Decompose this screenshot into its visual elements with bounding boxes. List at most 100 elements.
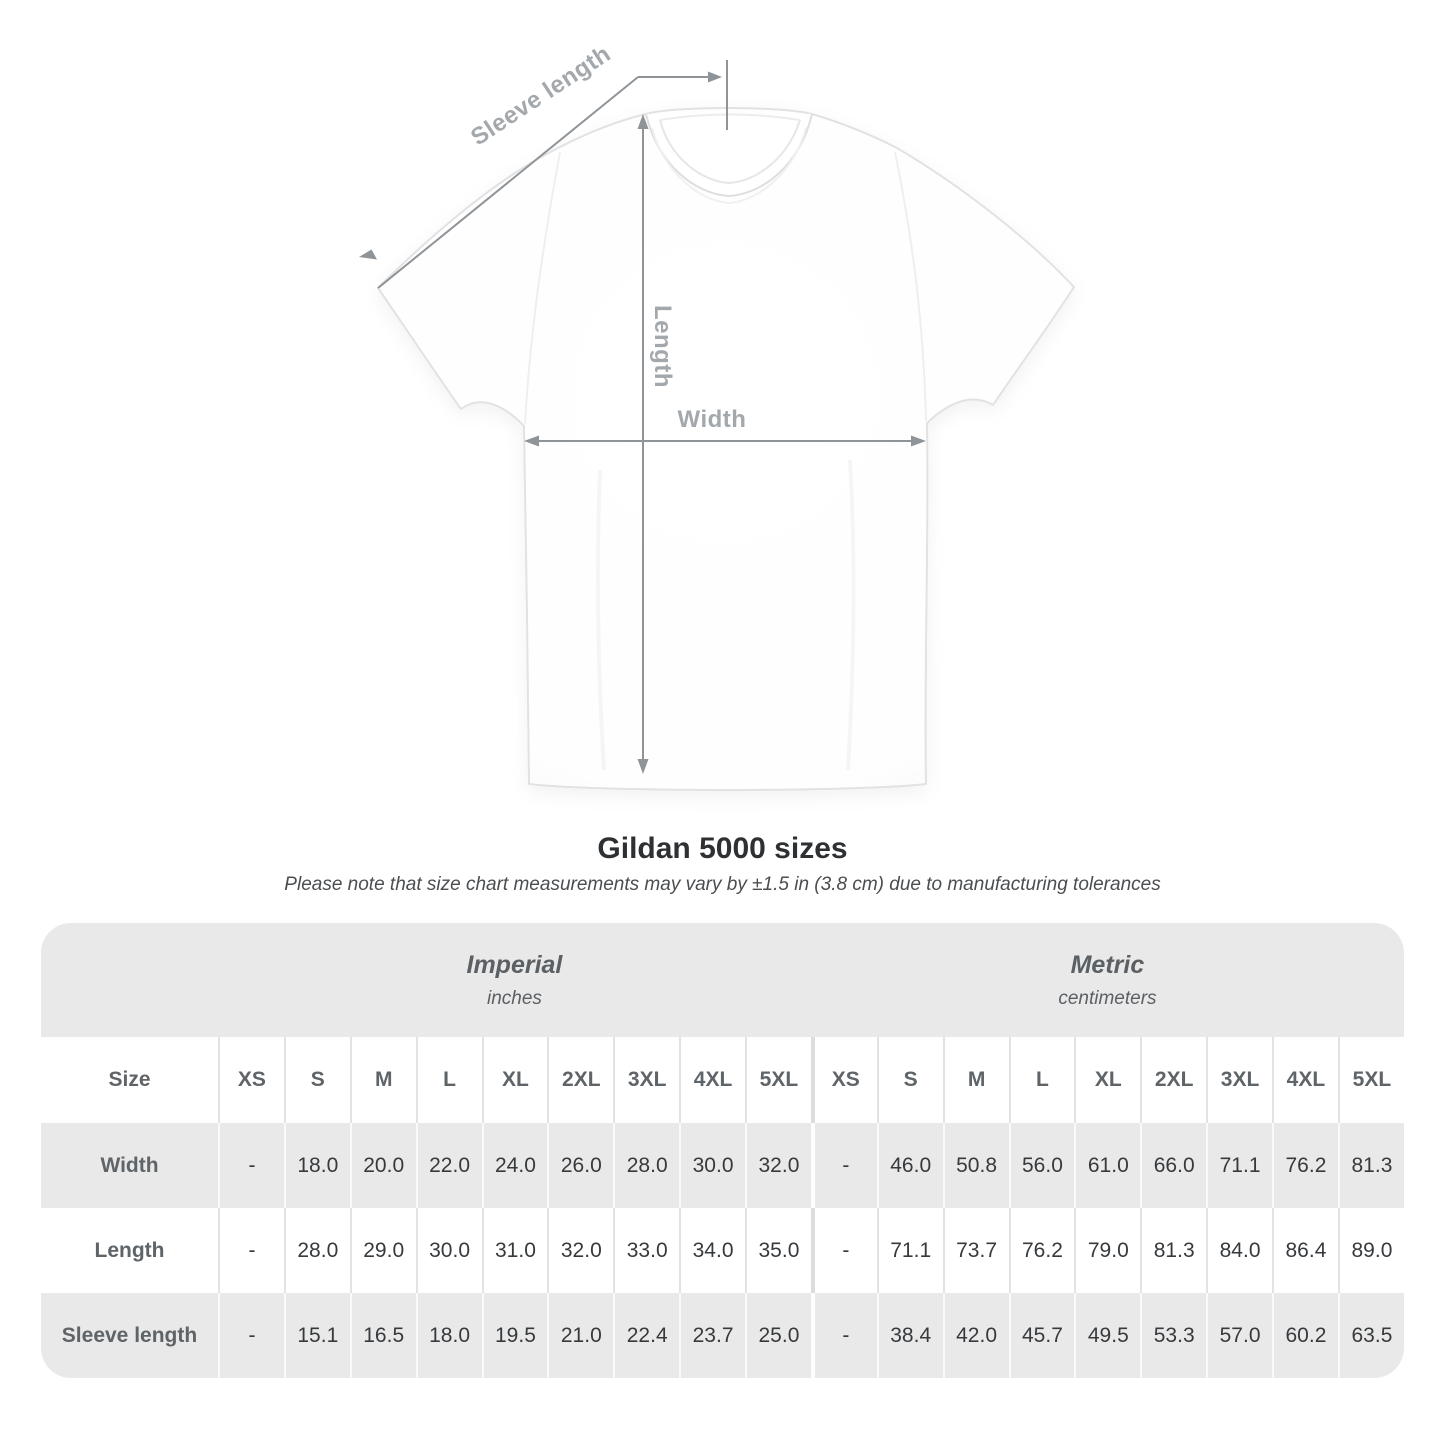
cell: 45.7 (1008, 1293, 1075, 1378)
cell: 71.1 (1206, 1123, 1272, 1208)
cell: 28.0 (613, 1123, 680, 1208)
cell: - (218, 1293, 284, 1378)
length-arrow (637, 114, 649, 774)
cell: 18.0 (415, 1293, 482, 1378)
table-row-width: Width - 18.0 20.0 22.0 24.0 26.0 28.0 30… (41, 1123, 1404, 1208)
width-arrow (524, 435, 926, 447)
cell: 28.0 (283, 1208, 350, 1293)
size-col-header: XL (1074, 1037, 1141, 1123)
cell: 25.0 (745, 1293, 811, 1378)
cell: 16.5 (349, 1293, 416, 1378)
cell: 71.1 (876, 1208, 943, 1293)
cell: 53.3 (1140, 1293, 1207, 1378)
metric-header: Metric centimeters (810, 923, 1404, 1037)
size-col-header: 2XL (547, 1037, 614, 1123)
cell: 81.3 (1140, 1208, 1207, 1293)
cell: 33.0 (613, 1208, 680, 1293)
cell: 32.0 (547, 1208, 614, 1293)
cell: 76.2 (1272, 1123, 1338, 1208)
cell: 66.0 (1140, 1123, 1207, 1208)
cell: 30.0 (679, 1123, 745, 1208)
cell: 29.0 (349, 1208, 416, 1293)
table-row-length: Length - 28.0 29.0 30.0 31.0 32.0 33.0 3… (41, 1208, 1404, 1293)
cell: 22.0 (415, 1123, 482, 1208)
cell: 81.3 (1337, 1123, 1404, 1208)
cell: 30.0 (415, 1208, 482, 1293)
cell: 61.0 (1074, 1123, 1141, 1208)
metric-label: Metric (1070, 951, 1145, 980)
length-label: Length (649, 305, 676, 388)
cell: 73.7 (942, 1208, 1009, 1293)
cell: 50.8 (942, 1123, 1009, 1208)
size-chart-table: Imperial inches Metric centimeters Size … (41, 923, 1404, 1378)
cell: 18.0 (283, 1123, 350, 1208)
cell: - (218, 1123, 284, 1208)
cell: - (810, 1123, 877, 1208)
size-col-header: L (415, 1037, 482, 1123)
cell: 21.0 (547, 1293, 614, 1378)
size-column-header: Size (41, 1037, 218, 1123)
cell: 15.1 (283, 1293, 350, 1378)
size-col-header: 5XL (745, 1037, 811, 1123)
cell: 57.0 (1206, 1293, 1272, 1378)
row-label: Sleeve length (41, 1293, 218, 1378)
cell: 31.0 (481, 1208, 548, 1293)
cell: 34.0 (679, 1208, 745, 1293)
size-col-header: 4XL (1272, 1037, 1338, 1123)
cell: - (810, 1293, 877, 1378)
size-header-row: Size XS S M L XL 2XL 3XL 4XL 5XL XS S M … (41, 1037, 1404, 1123)
width-label: Width (678, 406, 747, 433)
size-col-header: 3XL (1206, 1037, 1272, 1123)
cell: 22.4 (613, 1293, 680, 1378)
size-col-header: 3XL (613, 1037, 680, 1123)
cell: 63.5 (1337, 1293, 1404, 1378)
imperial-label: Imperial (466, 951, 563, 980)
cell: 46.0 (876, 1123, 943, 1208)
cell: 19.5 (481, 1293, 548, 1378)
imperial-header: Imperial inches (218, 923, 811, 1037)
row-label: Width (41, 1123, 218, 1208)
cell: - (810, 1208, 877, 1293)
size-col-header: M (942, 1037, 1009, 1123)
tolerance-note: Please note that size chart measurements… (284, 874, 1161, 895)
size-col-header: S (876, 1037, 943, 1123)
cell: 60.2 (1272, 1293, 1338, 1378)
size-chart-table-container: Imperial inches Metric centimeters Size … (41, 923, 1404, 1378)
cell: 49.5 (1074, 1293, 1141, 1378)
table-row-sleeve-length: Sleeve length - 15.1 16.5 18.0 19.5 21.0… (41, 1293, 1404, 1378)
tshirt-measurement-diagram: Sleeve length Length Width (359, 40, 1075, 791)
page-title: Gildan 5000 sizes (597, 832, 848, 865)
cell: 35.0 (745, 1208, 811, 1293)
tshirt-illustration (377, 107, 1075, 791)
imperial-unit: inches (486, 987, 542, 1009)
size-col-header: XS (810, 1037, 877, 1123)
size-col-header: 2XL (1140, 1037, 1207, 1123)
sleeve-length-arrow (359, 60, 728, 289)
size-col-header: XL (481, 1037, 548, 1123)
cell: - (218, 1208, 284, 1293)
size-col-header: L (1008, 1037, 1075, 1123)
metric-unit: centimeters (1058, 987, 1157, 1009)
cell: 79.0 (1074, 1208, 1141, 1293)
cell: 42.0 (942, 1293, 1009, 1378)
cell: 89.0 (1337, 1208, 1404, 1293)
unit-system-header-row: Imperial inches Metric centimeters (41, 923, 1404, 1037)
cell: 32.0 (745, 1123, 811, 1208)
cell: 84.0 (1206, 1208, 1272, 1293)
cell: 56.0 (1008, 1123, 1075, 1208)
corner-cell (41, 923, 218, 1037)
size-col-header: 5XL (1337, 1037, 1404, 1123)
size-col-header: S (283, 1037, 350, 1123)
cell: 76.2 (1008, 1208, 1075, 1293)
size-col-header: XS (218, 1037, 284, 1123)
row-label: Length (41, 1208, 218, 1293)
cell: 23.7 (679, 1293, 745, 1378)
cell: 86.4 (1272, 1208, 1338, 1293)
cell: 24.0 (481, 1123, 548, 1208)
size-col-header: M (349, 1037, 416, 1123)
cell: 20.0 (349, 1123, 416, 1208)
size-col-header: 4XL (679, 1037, 745, 1123)
cell: 38.4 (876, 1293, 943, 1378)
cell: 26.0 (547, 1123, 614, 1208)
